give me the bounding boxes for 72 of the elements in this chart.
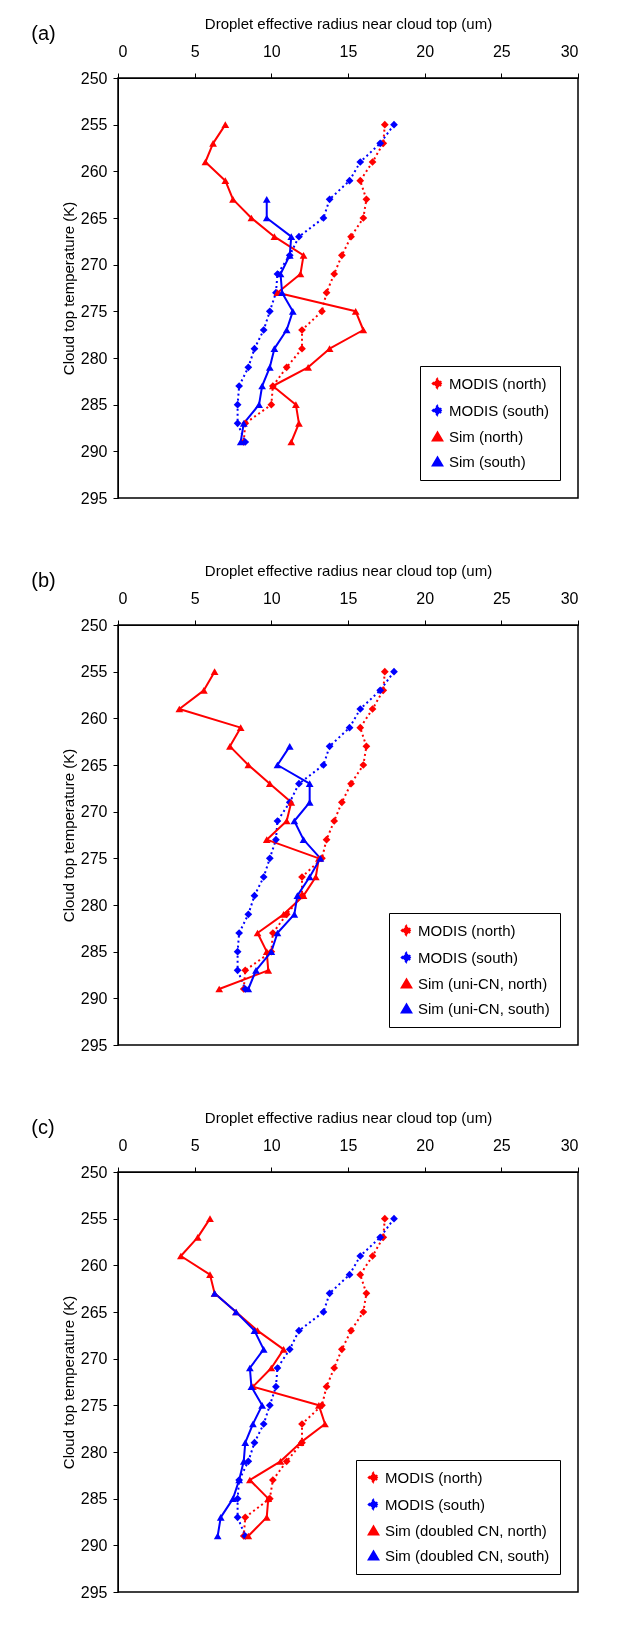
x-tick-label: 20 (416, 1136, 435, 1154)
x-tick-label: 10 (262, 589, 281, 607)
y-tick-label: 280 (80, 349, 108, 367)
chart-title: (c) (31, 1116, 55, 1138)
legend-label: Sim (uni-CN, north) (418, 974, 548, 992)
y-tick-label: 285 (80, 943, 108, 961)
legend-label: Sim (doubled CN, north) (385, 1521, 547, 1539)
y-tick-label: 250 (80, 69, 108, 87)
x-tick-label: 0 (118, 589, 128, 607)
y-tick-label: 295 (80, 1583, 108, 1601)
y-tick-label: 255 (80, 663, 108, 681)
x-tick-label: 15 (339, 589, 358, 607)
x-tick-label: 15 (339, 1136, 358, 1154)
legend-label: MODIS (south) (385, 1495, 486, 1513)
y-tick-label: 250 (80, 1163, 108, 1181)
y-tick-label: 290 (80, 442, 108, 460)
y-tick-label: 280 (80, 896, 108, 914)
x-tick-label: 0 (118, 1136, 128, 1154)
legend-label: MODIS (north) (385, 1468, 483, 1486)
x-tick-label: 25 (492, 589, 511, 607)
x-tick-label: 5 (190, 589, 200, 607)
x-tick-label: 30 (560, 1136, 579, 1154)
legend-label: Sim (uni-CN, south) (418, 999, 550, 1017)
x-tick-label: 5 (190, 1136, 200, 1154)
y-tick-label: 270 (80, 256, 108, 274)
y-tick-label: 265 (80, 209, 108, 227)
y-tick-label: 290 (80, 1536, 108, 1554)
y-tick-label: 275 (80, 302, 108, 320)
y-tick-label: 285 (80, 396, 108, 414)
y-tick-label: 290 (80, 989, 108, 1007)
legend-label: MODIS (north) (418, 921, 516, 939)
y-tick-label: 250 (80, 616, 108, 634)
y-tick-label: 260 (80, 162, 108, 180)
y-tick-label: 285 (80, 1490, 108, 1508)
x-tick-label: 30 (560, 42, 579, 60)
y-axis-title: Cloud top temperature (K) (59, 1295, 77, 1470)
y-tick-label: 255 (80, 1210, 108, 1228)
y-tick-label: 260 (80, 1256, 108, 1274)
x-tick-label: 25 (492, 42, 511, 60)
legend-label: MODIS (south) (418, 948, 519, 966)
y-tick-label: 275 (80, 849, 108, 867)
chart-title: (a) (31, 22, 56, 44)
x-tick-label: 10 (262, 42, 281, 60)
legend-label: MODIS (north) (449, 374, 547, 392)
y-tick-label: 275 (80, 1396, 108, 1414)
x-axis-title: Droplet effective radius near cloud top (um) (204, 561, 493, 579)
y-tick-label: 295 (80, 1036, 108, 1054)
y-tick-label: 260 (80, 709, 108, 727)
legend-label: Sim (south) (449, 452, 526, 470)
x-tick-label: 25 (492, 1136, 511, 1154)
legend-label: Sim (north) (449, 427, 524, 445)
y-axis-title: Cloud top temperature (K) (59, 748, 77, 923)
y-tick-label: 265 (80, 1303, 108, 1321)
legend-label: MODIS (south) (449, 401, 550, 419)
y-tick-label: 280 (80, 1443, 108, 1461)
x-tick-label: 15 (339, 42, 358, 60)
legend-label: Sim (doubled CN, south) (385, 1546, 550, 1564)
x-tick-label: 20 (416, 589, 435, 607)
x-axis-title: Droplet effective radius near cloud top (um) (204, 1108, 493, 1126)
chart-title: (b) (31, 569, 56, 591)
y-tick-label: 265 (80, 756, 108, 774)
y-tick-label: 270 (80, 1350, 108, 1368)
x-tick-label: 10 (262, 1136, 281, 1154)
x-tick-label: 30 (560, 589, 579, 607)
x-axis-title: Droplet effective radius near cloud top (um) (204, 14, 493, 32)
x-tick-label: 0 (118, 42, 128, 60)
y-tick-label: 255 (80, 116, 108, 134)
y-axis-title: Cloud top temperature (K) (59, 201, 77, 376)
y-tick-label: 270 (80, 803, 108, 821)
x-tick-label: 5 (190, 42, 200, 60)
x-tick-label: 20 (416, 42, 435, 60)
y-tick-label: 295 (80, 489, 108, 507)
